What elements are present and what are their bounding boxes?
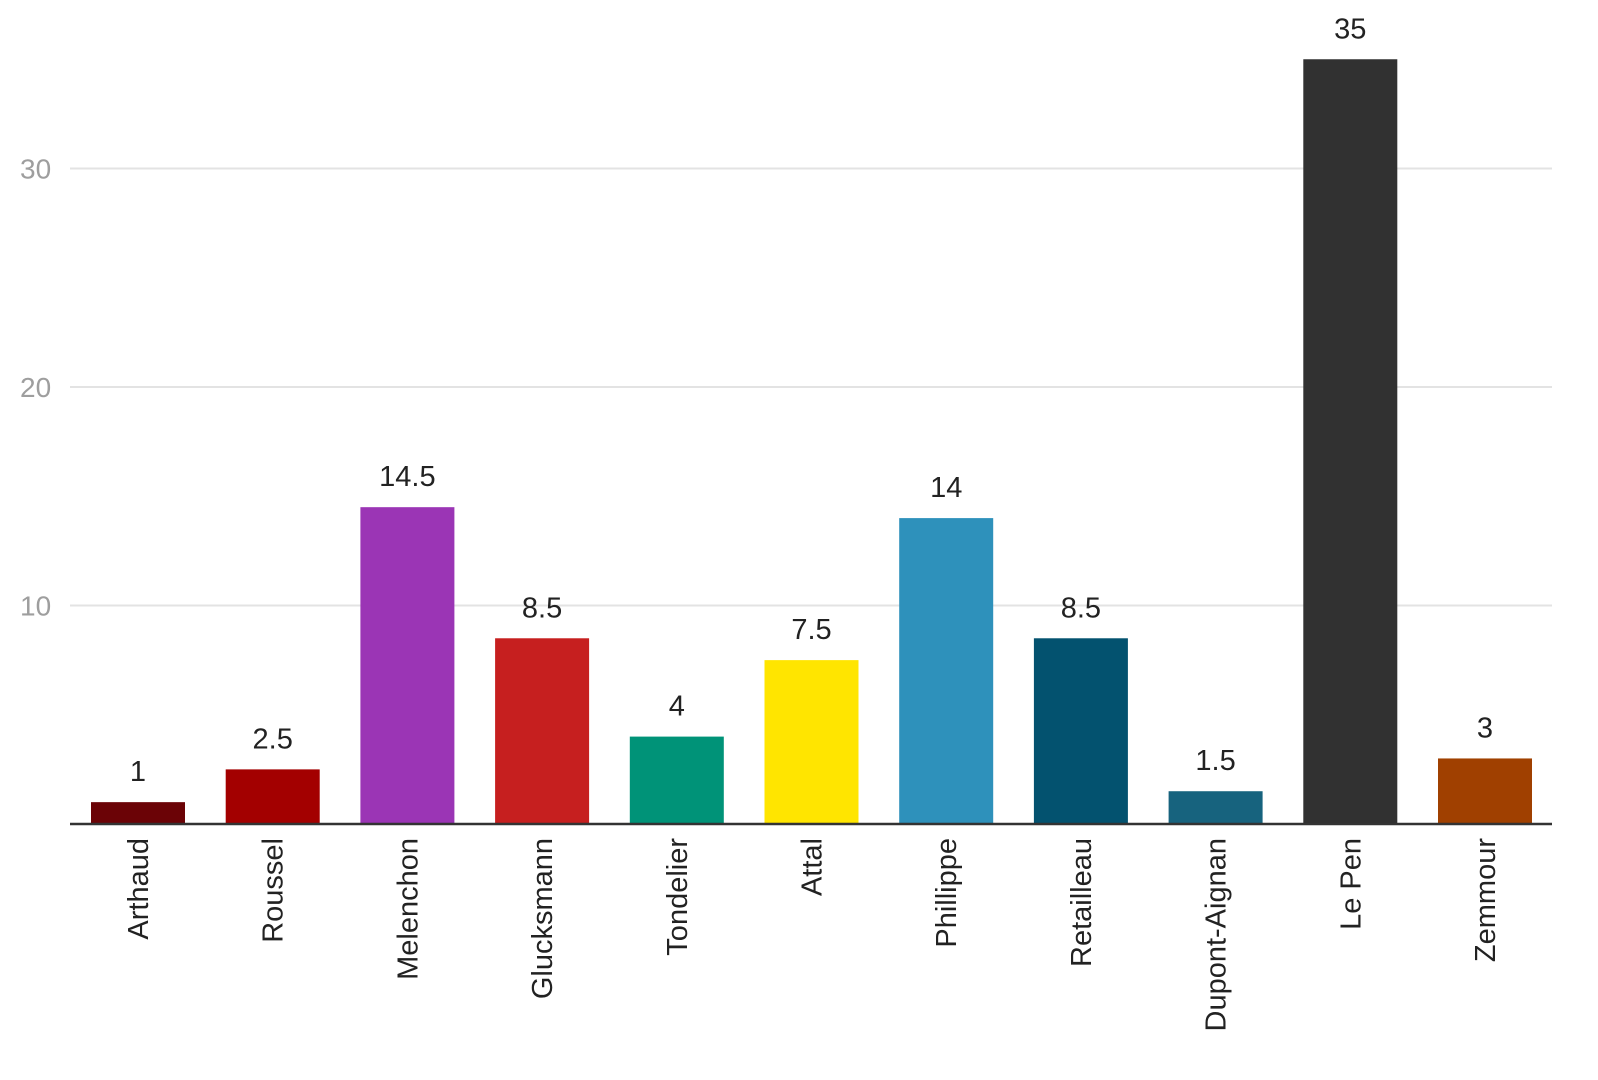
- data-label: 8.5: [522, 592, 562, 624]
- category-label: Glucksmann: [527, 838, 559, 999]
- category-label: Arthaud: [123, 838, 155, 940]
- data-label: 2.5: [253, 723, 293, 755]
- category-label: Tondelier: [662, 838, 694, 956]
- bar: [899, 518, 994, 824]
- category-label: Le Pen: [1335, 838, 1367, 930]
- bar: [91, 802, 185, 824]
- y-tick-label: 20: [20, 372, 51, 403]
- category-label: Melenchon: [392, 838, 424, 980]
- bar: [764, 660, 859, 824]
- data-label: 7.5: [791, 614, 831, 646]
- data-label: 3: [1477, 712, 1493, 744]
- bar: [225, 769, 320, 824]
- y-tick-label: 10: [20, 591, 51, 622]
- data-label: 35: [1334, 13, 1366, 45]
- category-label: Dupont-Aignan: [1201, 838, 1233, 1031]
- category-label: Phillippe: [931, 838, 963, 948]
- data-label: 8.5: [1061, 592, 1101, 624]
- bars: [91, 59, 1532, 824]
- y-tick-label: 30: [20, 154, 51, 185]
- data-label: 4: [669, 691, 685, 723]
- data-label: 14.5: [379, 461, 435, 493]
- data-label: 1.5: [1195, 745, 1235, 777]
- category-label: Roussel: [258, 838, 290, 943]
- bar: [1033, 638, 1128, 824]
- category-label: Attal: [797, 838, 829, 896]
- data-labels: 1 2.5 14.5 8.5 4 7.5 14 8.5 1.5 35 3: [130, 13, 1493, 788]
- data-label: 1: [130, 756, 146, 788]
- bar: [360, 507, 455, 824]
- category-label: Retailleau: [1066, 838, 1098, 967]
- bar: [495, 638, 590, 824]
- bar: [629, 736, 724, 824]
- bar: [1303, 59, 1398, 824]
- category-labels: Arthaud Roussel Melenchon Glucksmann Tondeli…: [123, 838, 1502, 1032]
- bar: [1168, 791, 1263, 824]
- data-label: 14: [930, 472, 962, 504]
- category-label: Zemmour: [1470, 838, 1502, 962]
- bar: [1438, 758, 1532, 824]
